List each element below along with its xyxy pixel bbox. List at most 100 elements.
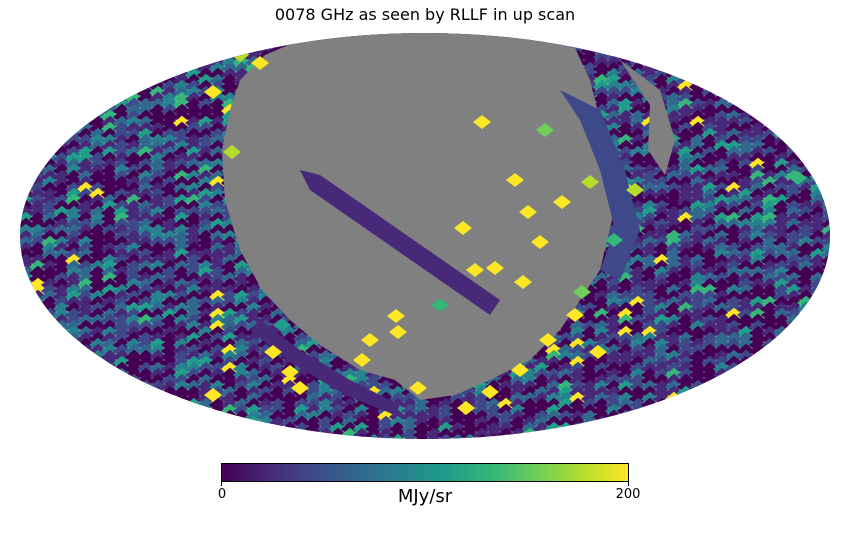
map-pixel — [89, 43, 107, 59]
map-pixel — [773, 343, 791, 359]
map-pixel — [161, 415, 179, 431]
map-pixel — [113, 415, 131, 431]
map-pixel — [809, 397, 827, 413]
map-pixel — [773, 91, 791, 107]
map-pixel — [125, 14, 143, 28]
map-pixel — [20, 265, 23, 281]
map-pixel — [833, 308, 850, 322]
map-pixel — [185, 33, 203, 35]
map-pixel — [641, 409, 659, 425]
map-pixel — [665, 33, 683, 35]
map-pixel — [53, 91, 71, 107]
map-pixel — [509, 33, 527, 35]
map-pixel — [53, 385, 71, 401]
map-pixel — [749, 33, 767, 41]
map-pixel — [629, 433, 647, 439]
map-pixel — [821, 361, 830, 377]
map-pixel — [749, 33, 767, 47]
map-pixel — [497, 33, 515, 35]
map-pixel — [113, 427, 131, 439]
map-pixel — [20, 283, 35, 299]
map-pixel — [113, 33, 131, 47]
map-pixel — [20, 367, 23, 383]
map-pixel — [725, 397, 743, 413]
map-pixel — [785, 91, 803, 107]
map-pixel — [833, 104, 850, 118]
map-pixel — [653, 33, 671, 41]
map-pixel — [689, 49, 707, 65]
map-pixel — [221, 37, 239, 53]
map-pixel — [17, 14, 35, 28]
map-pixel — [773, 33, 791, 35]
map-pixel — [473, 14, 491, 28]
map-pixel — [20, 61, 35, 77]
map-pixel — [821, 157, 830, 173]
map-pixel — [329, 14, 347, 28]
map-pixel — [809, 55, 827, 71]
map-pixel — [41, 55, 59, 71]
map-pixel — [41, 325, 59, 341]
map-pixel — [20, 157, 35, 173]
map-pixel — [785, 73, 803, 89]
map-pixel — [449, 14, 467, 28]
map-pixel — [185, 33, 203, 41]
map-pixel — [749, 421, 767, 437]
map-pixel — [20, 415, 23, 431]
map-pixel — [20, 361, 23, 377]
map-pixel — [113, 55, 131, 71]
map-pixel — [749, 91, 767, 107]
map-pixel — [77, 440, 95, 454]
map-pixel — [209, 43, 227, 59]
map-pixel — [209, 440, 227, 454]
map-pixel — [509, 14, 527, 28]
map-pixel — [20, 421, 23, 437]
map-pixel — [821, 421, 830, 437]
map-pixel — [41, 43, 59, 59]
map-pixel — [221, 415, 239, 431]
map-pixel — [785, 14, 803, 28]
map-pixel — [617, 37, 635, 53]
map-pixel — [737, 85, 755, 101]
map-pixel — [221, 33, 239, 35]
map-pixel — [65, 61, 83, 77]
map-pixel — [20, 103, 23, 119]
map-pixel — [20, 385, 35, 401]
map-pixel — [53, 85, 71, 101]
map-pixel — [821, 61, 830, 77]
map-pixel — [761, 427, 779, 439]
map-pixel — [125, 403, 143, 419]
map-pixel — [689, 55, 707, 71]
map-pixel — [53, 43, 71, 59]
map-pixel — [29, 313, 47, 329]
map-pixel — [809, 139, 827, 155]
map-pixel — [20, 403, 35, 419]
map-pixel — [29, 55, 47, 71]
map-pixel — [821, 409, 830, 425]
map-pixel — [797, 349, 815, 365]
map-pixel — [809, 337, 827, 353]
map-pixel — [41, 67, 59, 83]
map-pixel — [101, 91, 119, 107]
map-pixel — [53, 349, 71, 365]
map-pixel — [89, 33, 107, 47]
map-pixel — [185, 43, 203, 59]
map-pixel — [701, 427, 719, 439]
map-pixel — [797, 313, 815, 329]
map-pixel — [257, 440, 275, 454]
map-pixel — [677, 33, 695, 35]
map-pixel — [833, 320, 850, 334]
map-pixel — [761, 103, 779, 119]
map-pixel — [629, 33, 647, 41]
map-pixel — [41, 409, 59, 425]
map-pixel — [713, 33, 731, 41]
map-pixel — [20, 133, 23, 149]
map-pixel — [833, 38, 850, 52]
map-pixel — [785, 127, 803, 143]
map-pixel — [20, 55, 35, 71]
map-pixel — [149, 403, 167, 419]
map-pixel — [797, 79, 815, 95]
map-pixel — [29, 103, 47, 119]
map-pixel — [821, 67, 830, 83]
map-pixel — [41, 379, 59, 395]
map-pixel — [281, 427, 299, 439]
